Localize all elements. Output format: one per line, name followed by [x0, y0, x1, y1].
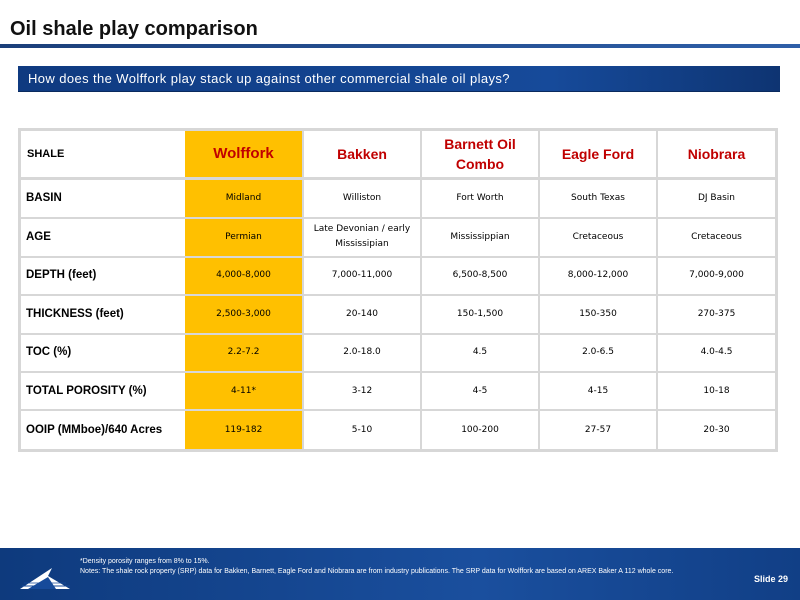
footer-notes: *Density porosity ranges from 8% to 15%.… [80, 557, 680, 577]
row-label: AGE [21, 217, 185, 257]
table-cell: South Texas [538, 179, 657, 219]
table-cell: Fort Worth [420, 179, 539, 219]
table-cell: 270-375 [656, 294, 775, 334]
table-cell: 27-57 [538, 409, 657, 449]
table-cell: Permian [185, 217, 303, 257]
table-cell: Midland [185, 179, 303, 219]
table-cell: 4.0-4.5 [656, 332, 775, 373]
table-cell: 3-12 [302, 371, 421, 411]
table-cell: 100-200 [420, 409, 539, 449]
table-cell: 4,000-8,000 [185, 255, 303, 296]
table-cell: Cretaceous [538, 217, 657, 257]
table-cell: 7,000-9,000 [656, 255, 775, 296]
banner-text: How does the Wolffork play stack up agai… [28, 71, 510, 86]
question-banner: How does the Wolffork play stack up agai… [18, 66, 780, 92]
table-row: TOTAL POROSITY (%) 4-11* 3-12 4-5 4-15 1… [21, 371, 775, 411]
slide-number: Slide 29 [753, 574, 788, 584]
table-cell: 2,500-3,000 [185, 294, 303, 334]
row-label: THICKNESS (feet) [21, 294, 185, 334]
row-label: BASIN [21, 179, 185, 219]
row-label: TOTAL POROSITY (%) [21, 371, 185, 411]
column-header-eagle-ford: Eagle Ford [538, 131, 657, 177]
table-row: THICKNESS (feet) 2,500-3,000 20-140 150-… [21, 294, 775, 334]
table-cell: 119-182 [185, 409, 303, 449]
comparison-table-frame: SHALE Wolffork Bakken Barnett Oil Combo … [18, 128, 778, 452]
shale-header: SHALE [21, 131, 185, 177]
table-cell: 2.0-18.0 [302, 332, 421, 373]
table-cell: 5-10 [302, 409, 421, 449]
company-logo-icon [20, 568, 70, 589]
table-row: DEPTH (feet) 4,000-8,000 7,000-11,000 6,… [21, 255, 775, 296]
table-cell: 4-11* [185, 371, 303, 411]
table-cell: 150-1,500 [420, 294, 539, 334]
row-label: DEPTH (feet) [21, 255, 185, 296]
table-cell: Mississippian [420, 217, 539, 257]
table-cell: 2.0-6.5 [538, 332, 657, 373]
row-label: OOIP (MMboe)/640 Acres [21, 409, 185, 449]
row-label: TOC (%) [21, 332, 185, 373]
footer-bar: *Density porosity ranges from 8% to 15%.… [0, 548, 800, 600]
table-row: AGE Permian Late Devonian / early Missis… [21, 217, 775, 257]
table-cell: Late Devonian / early Mississipian [302, 217, 421, 257]
table-cell: Williston [302, 179, 421, 219]
table-header-row: SHALE Wolffork Bakken Barnett Oil Combo … [21, 131, 775, 177]
column-header-barnett: Barnett Oil Combo [420, 131, 539, 177]
column-header-bakken: Bakken [302, 131, 421, 177]
table-row: TOC (%) 2.2-7.2 2.0-18.0 4.5 2.0-6.5 4.0… [21, 332, 775, 373]
table-cell: 20-140 [302, 294, 421, 334]
table-cell: 150-350 [538, 294, 657, 334]
table-cell: 7,000-11,000 [302, 255, 421, 296]
comparison-table: SHALE Wolffork Bakken Barnett Oil Combo … [21, 131, 775, 449]
table-cell: Cretaceous [656, 217, 775, 257]
table-cell: 20-30 [656, 409, 775, 449]
header-separator [21, 176, 775, 180]
page-title: Oil shale play comparison [10, 18, 258, 40]
table-cell: 4-5 [420, 371, 539, 411]
porosity-footnote: *Density porosity ranges from 8% to 15%. [80, 558, 210, 565]
table-cell: 2.2-7.2 [185, 332, 303, 373]
column-header-niobrara: Niobrara [656, 131, 775, 177]
table-cell: DJ Basin [656, 179, 775, 219]
table-cell: 8,000-12,000 [538, 255, 657, 296]
column-header-wolffork: Wolffork [185, 131, 303, 177]
table-cell: 4-15 [538, 371, 657, 411]
table-cell: 10-18 [656, 371, 775, 411]
table-row: BASIN Midland Williston Fort Worth South… [21, 179, 775, 219]
source-notes: Notes: The shale rock property (SRP) dat… [80, 568, 674, 575]
table-row: OOIP (MMboe)/640 Acres 119-182 5-10 100-… [21, 409, 775, 449]
table-cell: 6,500-8,500 [420, 255, 539, 296]
title-divider [0, 44, 800, 48]
table-cell: 4.5 [420, 332, 539, 373]
